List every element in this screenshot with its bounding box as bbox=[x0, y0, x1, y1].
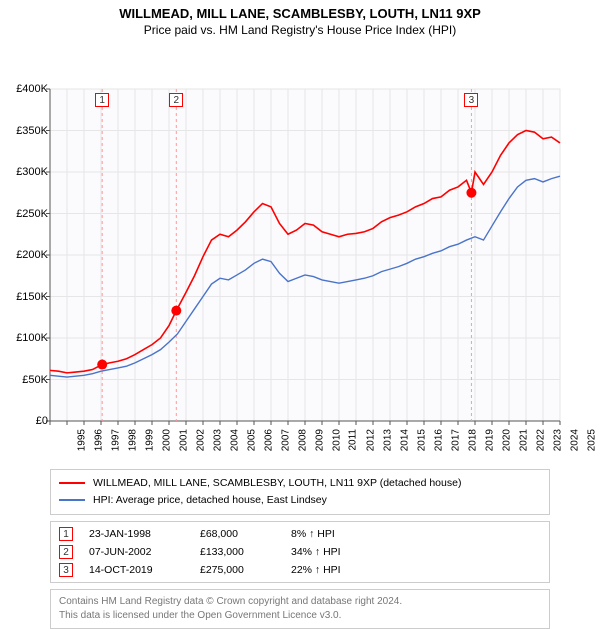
x-axis-label: 2012 bbox=[365, 429, 376, 451]
legend-item: HPI: Average price, detached house, East… bbox=[59, 492, 541, 509]
x-axis-label: 2005 bbox=[246, 429, 257, 451]
y-axis-label: £250K bbox=[4, 208, 48, 220]
sale-date: 14-OCT-2019 bbox=[89, 564, 184, 576]
y-axis-label: £200K bbox=[4, 249, 48, 261]
x-axis-label: 2007 bbox=[280, 429, 291, 451]
sale-marker-index: 3 bbox=[464, 93, 478, 107]
sale-price: £275,000 bbox=[200, 564, 275, 576]
y-axis-label: £100K bbox=[4, 332, 48, 344]
y-axis-label: £0 bbox=[4, 415, 48, 427]
x-axis-label: 2006 bbox=[263, 429, 274, 451]
sales-table: 1 23-JAN-1998 £68,000 8% ↑ HPI 2 07-JUN-2002 £… bbox=[50, 521, 550, 583]
x-axis-label: 2014 bbox=[399, 429, 410, 451]
x-axis-label: 1995 bbox=[76, 429, 87, 451]
chart-svg bbox=[0, 41, 600, 469]
sale-pct-vs-hpi: 34% ↑ HPI bbox=[291, 546, 351, 558]
x-axis-label: 1998 bbox=[127, 429, 138, 451]
x-axis-label: 2000 bbox=[161, 429, 172, 451]
legend-item: WILLMEAD, MILL LANE, SCAMBLESBY, LOUTH, … bbox=[59, 475, 541, 492]
y-axis-label: £50K bbox=[4, 374, 48, 386]
sale-point bbox=[171, 306, 181, 316]
x-axis-label: 1999 bbox=[144, 429, 155, 451]
x-axis-label: 2017 bbox=[450, 429, 461, 451]
x-axis-label: 2021 bbox=[518, 429, 529, 451]
x-axis-label: 2020 bbox=[501, 429, 512, 451]
x-axis-label: 2003 bbox=[212, 429, 223, 451]
sale-pct-vs-hpi: 8% ↑ HPI bbox=[291, 528, 351, 540]
x-axis-label: 2018 bbox=[467, 429, 478, 451]
x-axis-label: 2002 bbox=[195, 429, 206, 451]
legend-swatch bbox=[59, 499, 85, 501]
sale-marker-index: 1 bbox=[95, 93, 109, 107]
x-axis-label: 2004 bbox=[229, 429, 240, 451]
x-axis-label: 1996 bbox=[93, 429, 104, 451]
x-axis-label: 2023 bbox=[552, 429, 563, 451]
footer-line-1: Contains HM Land Registry data © Crown c… bbox=[59, 595, 541, 609]
y-axis-label: £350K bbox=[4, 125, 48, 137]
sale-price: £68,000 bbox=[200, 528, 275, 540]
sales-row: 1 23-JAN-1998 £68,000 8% ↑ HPI bbox=[59, 527, 541, 541]
x-axis-label: 2008 bbox=[297, 429, 308, 451]
legend-swatch bbox=[59, 482, 85, 484]
legend-label: WILLMEAD, MILL LANE, SCAMBLESBY, LOUTH, … bbox=[93, 475, 461, 492]
sale-index-box: 3 bbox=[59, 563, 73, 577]
sale-point bbox=[97, 360, 107, 370]
sale-date: 23-JAN-1998 bbox=[89, 528, 184, 540]
sale-index-box: 2 bbox=[59, 545, 73, 559]
x-axis-label: 2015 bbox=[416, 429, 427, 451]
chart-subtitle: Price paid vs. HM Land Registry's House … bbox=[0, 21, 600, 41]
chart-title: WILLMEAD, MILL LANE, SCAMBLESBY, LOUTH, … bbox=[0, 0, 600, 21]
sales-row: 2 07-JUN-2002 £133,000 34% ↑ HPI bbox=[59, 545, 541, 559]
x-axis-label: 2025 bbox=[586, 429, 597, 451]
x-axis-label: 2011 bbox=[348, 429, 359, 451]
sale-index-box: 1 bbox=[59, 527, 73, 541]
y-axis-label: £400K bbox=[4, 83, 48, 95]
x-axis-label: 2009 bbox=[314, 429, 325, 451]
y-axis-label: £150K bbox=[4, 291, 48, 303]
sale-date: 07-JUN-2002 bbox=[89, 546, 184, 558]
sale-point bbox=[466, 188, 476, 198]
legend: WILLMEAD, MILL LANE, SCAMBLESBY, LOUTH, … bbox=[50, 469, 550, 515]
sale-pct-vs-hpi: 22% ↑ HPI bbox=[291, 564, 351, 576]
sale-marker-index: 2 bbox=[169, 93, 183, 107]
y-axis-label: £300K bbox=[4, 166, 48, 178]
sale-price: £133,000 bbox=[200, 546, 275, 558]
x-axis-label: 2019 bbox=[484, 429, 495, 451]
x-axis-label: 2001 bbox=[178, 429, 189, 451]
sales-row: 3 14-OCT-2019 £275,000 22% ↑ HPI bbox=[59, 563, 541, 577]
x-axis-label: 2022 bbox=[535, 429, 546, 451]
chart-container: WILLMEAD, MILL LANE, SCAMBLESBY, LOUTH, … bbox=[0, 0, 600, 590]
legend-label: HPI: Average price, detached house, East… bbox=[93, 492, 327, 509]
x-axis-label: 1997 bbox=[110, 429, 121, 451]
x-axis-label: 2010 bbox=[331, 429, 342, 451]
x-axis-label: 2016 bbox=[433, 429, 444, 451]
footer-attribution: Contains HM Land Registry data © Crown c… bbox=[50, 589, 550, 629]
x-axis-label: 2013 bbox=[382, 429, 393, 451]
x-axis-label: 2024 bbox=[569, 429, 580, 451]
footer-line-2: This data is licensed under the Open Gov… bbox=[59, 609, 541, 623]
chart-plot-area: £0 £50K £100K £150K £200K £250K £300K £350K £400… bbox=[0, 41, 600, 469]
